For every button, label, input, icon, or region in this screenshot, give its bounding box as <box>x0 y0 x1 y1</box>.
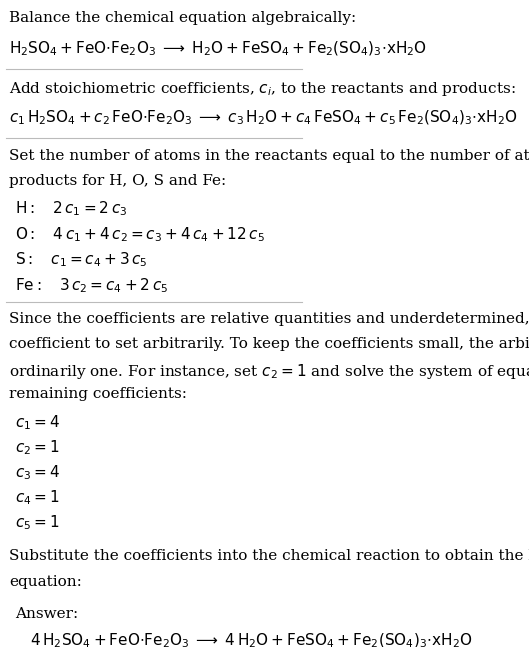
Text: $c_1 = 4$: $c_1 = 4$ <box>15 413 60 432</box>
Text: Set the number of atoms in the reactants equal to the number of atoms in the: Set the number of atoms in the reactants… <box>9 149 529 163</box>
Text: $\mathrm{Fe:}\quad 3\,c_2 = c_4 + 2\,c_5$: $\mathrm{Fe:}\quad 3\,c_2 = c_4 + 2\,c_5… <box>15 276 168 295</box>
Text: products for H, O, S and Fe:: products for H, O, S and Fe: <box>9 174 226 188</box>
Text: $c_5 = 1$: $c_5 = 1$ <box>15 514 59 532</box>
Text: ordinarily one. For instance, set $c_2 = 1$ and solve the system of equations fo: ordinarily one. For instance, set $c_2 =… <box>9 362 529 381</box>
Text: equation:: equation: <box>9 575 81 589</box>
Text: $\mathrm{S:}\quad c_1 = c_4 + 3\,c_5$: $\mathrm{S:}\quad c_1 = c_4 + 3\,c_5$ <box>15 250 148 269</box>
Text: Balance the chemical equation algebraically:: Balance the chemical equation algebraica… <box>9 11 356 25</box>
Text: $c_3 = 4$: $c_3 = 4$ <box>15 464 60 482</box>
Text: Add stoichiometric coefficients, $c_i$, to the reactants and products:: Add stoichiometric coefficients, $c_i$, … <box>9 80 515 98</box>
Text: $\mathrm{O:}\quad 4\,c_1 + 4\,c_2 = c_3 + 4\,c_4 + 12\,c_5$: $\mathrm{O:}\quad 4\,c_1 + 4\,c_2 = c_3 … <box>15 225 264 244</box>
Text: $\mathrm{H_2SO_4 + FeO{\cdot}Fe_2O_3 \;\longrightarrow\; H_2O + FeSO_4 + Fe_2(SO: $\mathrm{H_2SO_4 + FeO{\cdot}Fe_2O_3 \;\… <box>9 40 427 58</box>
Text: $c_2 = 1$: $c_2 = 1$ <box>15 439 59 457</box>
Text: remaining coefficients:: remaining coefficients: <box>9 387 187 401</box>
Text: Answer:: Answer: <box>15 607 78 621</box>
FancyBboxPatch shape <box>4 600 300 647</box>
Text: $c_1\,\mathrm{H_2SO_4} + c_2\,\mathrm{FeO{\cdot}Fe_2O_3} \;\longrightarrow\; c_3: $c_1\,\mathrm{H_2SO_4} + c_2\,\mathrm{Fe… <box>9 109 517 127</box>
Text: $c_4 = 1$: $c_4 = 1$ <box>15 488 59 507</box>
Text: Since the coefficients are relative quantities and underdetermined, choose a: Since the coefficients are relative quan… <box>9 313 529 326</box>
Text: $\mathrm{4\,H_2SO_4 + FeO{\cdot}Fe_2O_3 \;\longrightarrow\; 4\,H_2O + FeSO_4 + F: $\mathrm{4\,H_2SO_4 + FeO{\cdot}Fe_2O_3 … <box>30 632 472 647</box>
Text: $\mathrm{H:}\quad 2\,c_1 = 2\,c_3$: $\mathrm{H:}\quad 2\,c_1 = 2\,c_3$ <box>15 200 127 219</box>
Text: Substitute the coefficients into the chemical reaction to obtain the balanced: Substitute the coefficients into the che… <box>9 549 529 563</box>
Text: coefficient to set arbitrarily. To keep the coefficients small, the arbitrary va: coefficient to set arbitrarily. To keep … <box>9 337 529 351</box>
